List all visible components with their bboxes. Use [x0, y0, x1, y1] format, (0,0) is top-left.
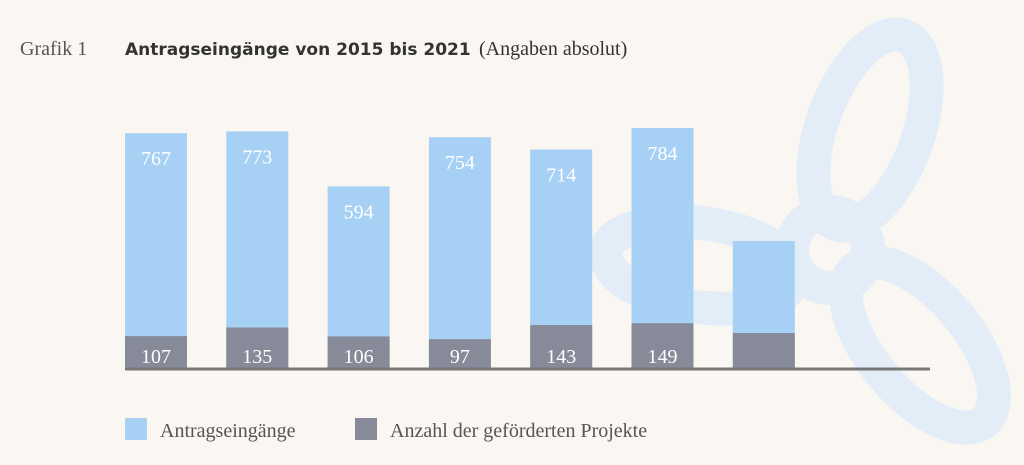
title: Antragseingänge von 2015 bis 2021 [125, 40, 471, 60]
value-label: 773 [242, 146, 272, 168]
value-label: 97 [450, 346, 470, 368]
bar [428, 339, 491, 369]
bar [631, 323, 694, 369]
value-label: 149 [648, 346, 678, 368]
bar [327, 336, 390, 369]
legend-swatch [355, 418, 377, 440]
bar [125, 336, 187, 369]
value-label: 135 [242, 346, 272, 368]
value-label: 594 [344, 201, 374, 223]
value-label: 143 [546, 346, 576, 368]
value-label: 106 [344, 346, 374, 368]
bar [226, 327, 289, 369]
value-label: 107 [141, 346, 171, 368]
chart-title: Antragseingänge von 2015 bis 2021 (Angab… [125, 38, 627, 60]
legend-label: Antragseingänge [160, 420, 296, 442]
bar [732, 333, 795, 369]
value-label: 784 [648, 143, 678, 165]
legend-label: Anzahl der geförderten Projekte [390, 420, 647, 442]
bar [530, 325, 593, 369]
subtitle: (Angaben absolut) [479, 38, 627, 60]
legend-swatch [125, 418, 147, 440]
value-label: 754 [445, 152, 475, 174]
chart-label: Grafik 1 [20, 38, 87, 60]
value-label: 714 [546, 165, 576, 187]
bar [125, 133, 187, 369]
value-label: 767 [141, 148, 171, 170]
bar [428, 137, 491, 369]
